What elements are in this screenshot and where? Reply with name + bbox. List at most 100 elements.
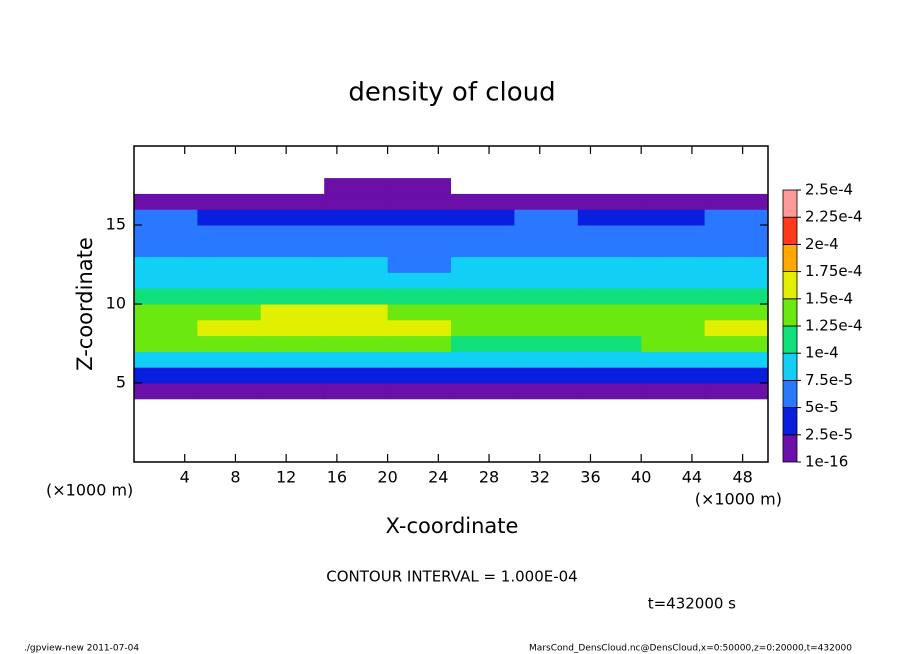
field-cell bbox=[134, 430, 198, 447]
field-cell bbox=[324, 272, 389, 289]
field-cell bbox=[260, 351, 325, 368]
field-cell bbox=[260, 193, 325, 210]
colorbar-label: 1.75e-4 bbox=[805, 262, 863, 280]
field-cell bbox=[197, 177, 262, 194]
field-cell bbox=[704, 288, 769, 305]
field-cell bbox=[704, 430, 769, 447]
field-cell bbox=[451, 209, 515, 226]
field-cell bbox=[197, 383, 262, 400]
field-cell bbox=[577, 225, 642, 242]
field-cell bbox=[260, 161, 325, 179]
field-cell bbox=[387, 430, 452, 447]
field-cell bbox=[641, 146, 706, 163]
colorbar-label: 1.25e-4 bbox=[805, 317, 863, 335]
field bbox=[134, 146, 769, 463]
field-cell bbox=[387, 304, 452, 321]
field-cell bbox=[514, 304, 579, 321]
field-cell bbox=[451, 177, 515, 194]
field-cell bbox=[577, 414, 642, 431]
field-cell bbox=[514, 383, 579, 400]
field-cell bbox=[324, 209, 389, 226]
field-cell bbox=[514, 256, 579, 273]
field-cell bbox=[451, 304, 515, 321]
colorbar-label: 7.5e-5 bbox=[805, 371, 853, 389]
colorbar-label: 1e-4 bbox=[805, 344, 839, 362]
field-cell bbox=[197, 304, 262, 321]
field-cell bbox=[387, 272, 452, 289]
field-cell bbox=[324, 398, 389, 416]
field-cell bbox=[197, 288, 262, 305]
x-tick-label: 24 bbox=[428, 468, 448, 487]
field-cell bbox=[387, 209, 452, 226]
field-cell bbox=[514, 335, 579, 352]
field-cell bbox=[641, 193, 706, 210]
field-cell bbox=[387, 146, 452, 163]
field-cell bbox=[197, 209, 262, 226]
field-cell bbox=[704, 335, 769, 352]
field-cell bbox=[324, 240, 389, 258]
field-cell bbox=[134, 161, 198, 179]
field-cell bbox=[324, 177, 389, 194]
field-cell bbox=[641, 351, 706, 368]
time-note: t=432000 s bbox=[648, 595, 736, 613]
field-cell bbox=[577, 177, 642, 194]
field-cell bbox=[704, 256, 769, 273]
field-cell bbox=[641, 209, 706, 226]
field-cell bbox=[451, 398, 515, 416]
field-cell bbox=[641, 177, 706, 194]
field-cell bbox=[387, 446, 452, 463]
field-cell bbox=[260, 288, 325, 305]
field-cell bbox=[451, 367, 515, 384]
field-cell bbox=[704, 272, 769, 289]
field-cell bbox=[324, 367, 389, 384]
field-cell bbox=[134, 288, 198, 305]
field-cell bbox=[451, 414, 515, 431]
field-cell bbox=[197, 272, 262, 289]
field-cell bbox=[260, 367, 325, 384]
field-cell bbox=[324, 146, 389, 163]
field-cell bbox=[514, 430, 579, 447]
field-cell bbox=[324, 319, 389, 337]
field-cell bbox=[577, 240, 642, 258]
field-cell bbox=[134, 304, 198, 321]
field-cell bbox=[451, 225, 515, 242]
field-cell bbox=[197, 146, 262, 163]
colorbar-swatch bbox=[782, 271, 798, 300]
field-cell bbox=[134, 367, 198, 384]
field-cell bbox=[641, 256, 706, 273]
field-cell bbox=[197, 193, 262, 210]
field-cell bbox=[324, 304, 389, 321]
y-tick-label: 15 bbox=[106, 215, 126, 234]
field-cell bbox=[577, 209, 642, 226]
field-cell bbox=[641, 414, 706, 431]
field-cell bbox=[641, 430, 706, 447]
field-cell bbox=[387, 240, 452, 258]
footer-left: ./gpview-new 2011-07-04 bbox=[24, 644, 139, 654]
y-tick-label: 10 bbox=[106, 294, 126, 313]
colorbar-label: 1.5e-4 bbox=[805, 289, 853, 307]
field-cell bbox=[387, 288, 452, 305]
field-cell bbox=[387, 351, 452, 368]
field-cell bbox=[260, 225, 325, 242]
colorbar-swatch bbox=[782, 189, 798, 218]
field-cell bbox=[260, 304, 325, 321]
field-cell bbox=[324, 414, 389, 431]
field-cell bbox=[641, 367, 706, 384]
field-cell bbox=[387, 335, 452, 352]
field-cell bbox=[387, 256, 452, 273]
field-cell bbox=[451, 193, 515, 210]
field-cell bbox=[451, 319, 515, 337]
footer-right: MarsCond_DensCloud.nc@DensCloud,x=0:5000… bbox=[529, 644, 852, 654]
field-cell bbox=[577, 146, 642, 163]
contour-note: CONTOUR INTERVAL = 1.000E-04 bbox=[326, 568, 577, 586]
field-cell bbox=[514, 414, 579, 431]
field-cell bbox=[134, 351, 198, 368]
field-cell bbox=[134, 240, 198, 258]
field-cell bbox=[514, 161, 579, 179]
x-tick-label: 4 bbox=[180, 468, 190, 487]
field-cell bbox=[451, 161, 515, 179]
field-cell bbox=[704, 351, 769, 368]
field-cell bbox=[577, 367, 642, 384]
field-cell bbox=[134, 209, 198, 226]
